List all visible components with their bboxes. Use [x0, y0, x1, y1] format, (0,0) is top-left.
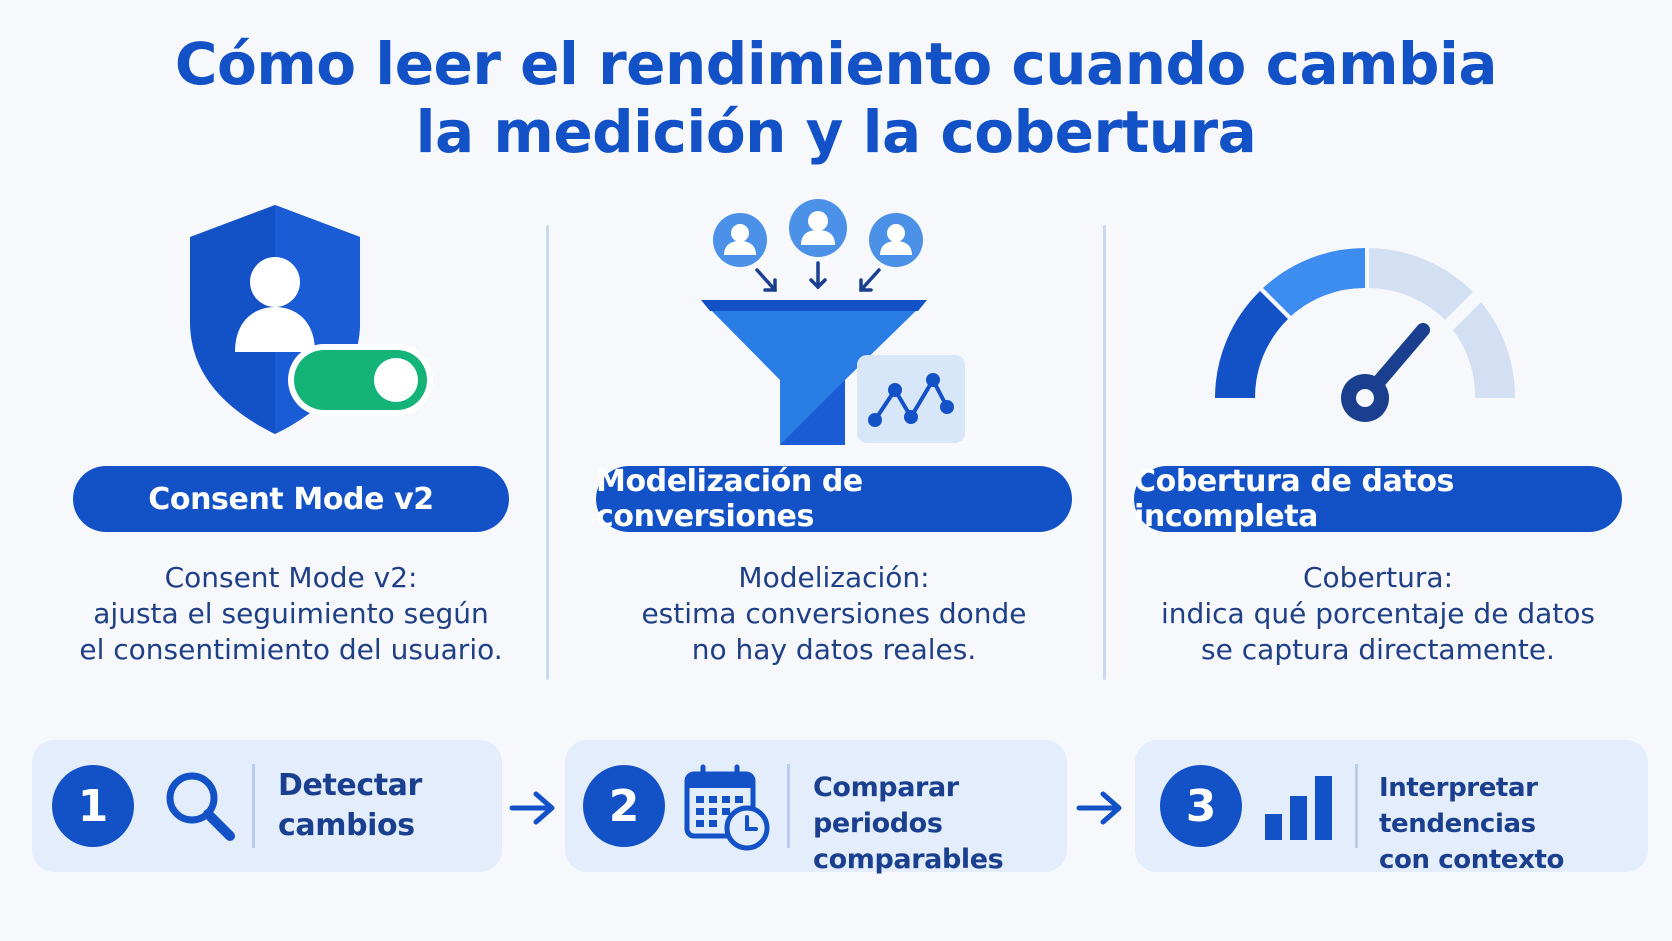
- pill-label: Consent Mode v2: [148, 481, 434, 517]
- desc-line: ajusta el seguimiento según: [93, 597, 489, 630]
- pill-modelizacion: Modelización de conversiones: [596, 464, 1072, 534]
- column-divider-1: [546, 225, 549, 680]
- desc-consent-mode: Consent Mode v2: ajusta el seguimiento s…: [70, 560, 512, 668]
- desc-line: Consent Mode v2:: [164, 561, 418, 594]
- desc-modelizacion: Modelización: estima conversiones donde …: [590, 560, 1078, 668]
- step-text-line: Detectar: [278, 768, 422, 803]
- pill-label: Modelización de conversiones: [596, 464, 863, 534]
- page-title: Cómo leer el rendimiento cuando cambia l…: [0, 30, 1672, 166]
- calendar-clock-icon: [683, 764, 771, 857]
- step-separator: [1355, 764, 1358, 848]
- step-separator: [787, 764, 790, 848]
- desc-line: Modelización:: [738, 561, 930, 594]
- step-3-text: Interpretar tendencias con contexto: [1379, 770, 1648, 878]
- funnel-users-chart-icon: [695, 195, 975, 460]
- pill-label: Cobertura de datos incompleta: [1134, 464, 1455, 534]
- step-number-badge: 1: [52, 765, 134, 847]
- bar-chart-icon: [1263, 774, 1335, 847]
- pill-consent-mode: Consent Mode v2: [73, 466, 509, 532]
- step-1-text: Detectar cambios: [278, 766, 422, 846]
- step-2-card: 2 Comparar periodos comparables: [565, 740, 1067, 875]
- step-3-card: 3 Interpretar tendencias con contexto: [1135, 740, 1648, 875]
- title-line-2: la medición y la cobertura: [415, 98, 1257, 166]
- step-number-badge: 3: [1160, 765, 1242, 847]
- step-text-line: con contexto: [1379, 845, 1564, 875]
- step-text-line: Comparar periodos: [813, 772, 959, 839]
- step-1-card: 1 Detectar cambios: [32, 740, 502, 872]
- column-divider-2: [1103, 225, 1106, 680]
- desc-line: estima conversiones donde: [641, 597, 1027, 630]
- desc-line: indica qué porcentaje de datos: [1161, 597, 1595, 630]
- arrow-right-icon: [508, 788, 558, 833]
- desc-line: se captura directamente.: [1201, 633, 1555, 666]
- step-separator: [252, 764, 255, 848]
- search-icon: [162, 768, 240, 851]
- gauge-icon: [1205, 228, 1525, 433]
- title-line-1: Cómo leer el rendimiento cuando cambia: [174, 30, 1498, 98]
- desc-line: no hay datos reales.: [691, 633, 977, 666]
- step-2-text: Comparar periodos comparables: [813, 770, 1067, 878]
- shield-user-toggle-icon: [180, 202, 440, 447]
- desc-line: el consentimiento del usuario.: [79, 633, 503, 666]
- desc-line: Cobertura:: [1302, 561, 1454, 594]
- step-text-line: cambios: [278, 808, 415, 843]
- step-number-badge: 2: [583, 765, 665, 847]
- pill-cobertura: Cobertura de datos incompleta: [1134, 464, 1622, 534]
- desc-cobertura: Cobertura: indica qué porcentaje de dato…: [1130, 560, 1626, 668]
- step-text-line: Interpretar tendencias: [1379, 773, 1538, 839]
- arrow-right-icon: [1075, 788, 1125, 833]
- step-text-line: comparables: [813, 844, 1004, 875]
